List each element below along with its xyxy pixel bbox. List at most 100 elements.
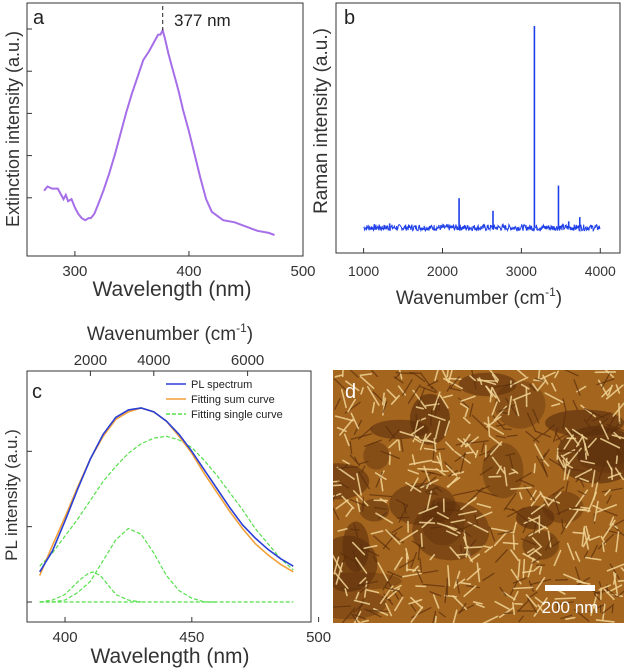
afm-fiber-dark	[423, 476, 437, 487]
afm-fiber-light	[436, 522, 458, 530]
afm-fiber-dark	[395, 372, 414, 375]
afm-fiber-dark	[497, 530, 513, 535]
afm-fiber-light	[530, 492, 542, 507]
scale-bar	[545, 585, 595, 591]
afm-fiber-light	[441, 370, 450, 384]
afm-fiber-light	[424, 438, 437, 445]
afm-fiber-dark	[560, 522, 569, 535]
afm-fiber-light	[407, 469, 420, 475]
afm-fiber-dark	[583, 418, 592, 429]
afm-fiber-dark	[495, 435, 507, 439]
afm-fiber-dark	[450, 387, 462, 392]
afm-fiber-light	[465, 545, 469, 558]
afm-fiber-light	[486, 415, 502, 428]
afm-fiber-light	[566, 463, 574, 469]
afm-fiber-dark	[488, 526, 496, 542]
chart-c-series-line	[39, 407, 294, 573]
afm-fiber-dark	[370, 370, 379, 378]
afm-image: d 200 nm	[333, 370, 624, 623]
afm-fiber-light	[360, 387, 364, 395]
afm-fiber-dark	[609, 428, 615, 439]
afm-fiber-light	[526, 547, 535, 554]
afm-fiber-light	[336, 426, 347, 433]
chart-a-ylabel: Extinction intensity (a.u.)	[3, 31, 23, 227]
afm-fiber-dark	[430, 409, 433, 427]
afm-fiber-light	[521, 570, 533, 574]
afm-fiber-light	[612, 573, 617, 585]
afm-fiber-light	[335, 498, 350, 510]
afm-fiber-dark	[422, 583, 445, 588]
afm-fiber-dark	[337, 466, 359, 469]
afm-fiber-light	[587, 437, 597, 448]
afm-fiber-dark	[574, 609, 590, 622]
afm-fiber-light	[606, 460, 613, 471]
afm-fiber-light	[333, 554, 343, 573]
afm-fiber-light	[534, 596, 545, 605]
afm-fiber-dark	[533, 522, 537, 535]
afm-fiber-light	[520, 383, 530, 390]
afm-fiber-light	[593, 604, 598, 614]
afm-fiber-light	[465, 451, 474, 454]
afm-fiber-light	[421, 517, 434, 529]
chart-c-top-xlabel: Wavenumber (cm-1)	[87, 321, 253, 345]
afm-fiber-dark	[606, 494, 612, 504]
afm-fiber-dark	[570, 506, 580, 510]
afm-fiber-dark	[394, 373, 401, 379]
afm-fiber-light	[494, 600, 510, 610]
afm-fiber-light	[580, 506, 591, 510]
afm-fiber-dark	[434, 500, 440, 511]
afm-fiber-light	[533, 564, 541, 572]
afm-fiber-dark	[372, 555, 378, 563]
afm-fiber-light	[533, 463, 536, 474]
afm-fiber-light	[607, 472, 622, 479]
afm-fiber-dark	[349, 370, 359, 378]
afm-fiber-dark	[412, 418, 422, 440]
afm-fiber-light	[566, 542, 575, 561]
afm-fiber-dark	[525, 431, 540, 443]
afm-fiber-dark	[505, 397, 519, 417]
afm-fiber-light	[405, 481, 422, 493]
afm-fiber-light	[394, 596, 404, 612]
afm-fiber-light	[458, 510, 477, 516]
afm-fiber-dark	[482, 572, 495, 582]
afm-fiber-dark	[373, 506, 387, 510]
afm-fiber-dark	[517, 598, 531, 613]
afm-fiber-light	[457, 438, 468, 447]
afm-fiber-light	[334, 572, 349, 590]
afm-fiber-light	[333, 492, 342, 498]
afm-fiber-light	[583, 528, 590, 550]
afm-fiber-dark	[531, 557, 541, 564]
afm-fiber-light	[388, 439, 399, 449]
afm-fiber-dark	[577, 490, 586, 496]
afm-fiber-light	[454, 450, 471, 464]
afm-fiber-dark	[334, 397, 341, 410]
afm-fiber-dark	[491, 414, 505, 430]
afm-fiber-light	[512, 590, 519, 601]
chart-c-series-line	[38, 407, 294, 576]
afm-fiber-dark	[359, 585, 370, 594]
afm-fiber-light	[530, 503, 546, 515]
afm-fiber-light	[411, 454, 416, 466]
afm-fiber-dark	[554, 431, 563, 444]
afm-fiber-light	[574, 468, 593, 479]
afm-fiber-light	[334, 415, 354, 422]
afm-dark-region	[542, 491, 584, 524]
afm-fiber-light	[605, 384, 624, 400]
afm-fiber-dark	[353, 601, 366, 613]
afm-fiber-dark	[518, 615, 524, 623]
afm-fiber-light	[607, 384, 613, 396]
afm-fiber-light	[615, 455, 618, 465]
afm-fiber-light	[463, 585, 477, 598]
afm-fiber-dark	[583, 550, 589, 559]
afm-fiber-light	[488, 370, 500, 381]
afm-fiber-dark	[353, 523, 359, 538]
chart-c-xtick-label: 400	[53, 629, 78, 646]
afm-fiber-dark	[506, 507, 525, 518]
afm-fiber-dark	[548, 458, 564, 468]
afm-fiber-light	[489, 387, 493, 403]
afm-fiber-light	[565, 510, 579, 529]
chart-c-top-xlabel-sup: -1	[236, 321, 247, 335]
afm-fiber-dark	[372, 535, 391, 551]
afm-fiber-dark	[356, 580, 378, 587]
afm-fiber-dark	[567, 467, 590, 473]
